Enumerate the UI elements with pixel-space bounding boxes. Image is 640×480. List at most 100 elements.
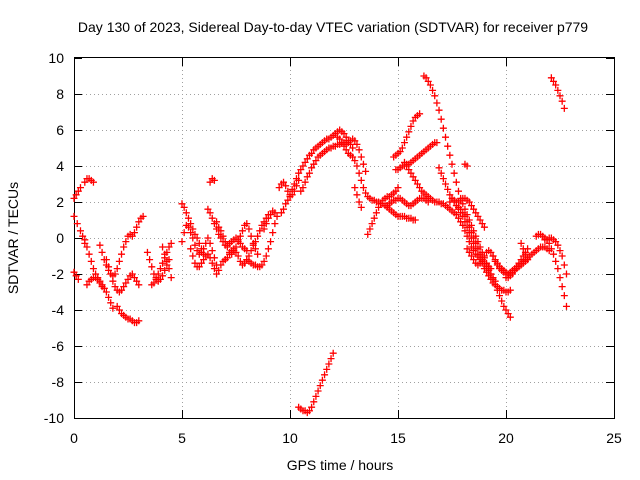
data-point xyxy=(554,86,562,94)
data-point xyxy=(260,225,268,233)
data-point xyxy=(452,211,460,219)
series-arc-20 xyxy=(243,220,279,271)
data-point xyxy=(362,189,370,197)
data-point xyxy=(251,238,259,246)
data-point xyxy=(236,232,244,240)
series-arc-04 xyxy=(81,175,97,186)
data-point xyxy=(204,205,212,213)
data-point xyxy=(500,302,508,310)
series-arc-35 xyxy=(420,72,514,321)
data-point xyxy=(558,252,566,260)
data-point xyxy=(446,191,454,199)
data-point xyxy=(299,162,307,170)
data-point xyxy=(491,277,499,285)
data-point xyxy=(394,184,402,192)
data-point xyxy=(524,256,532,264)
y-tick-label: -10 xyxy=(44,410,64,426)
y-tick-label: 2 xyxy=(56,194,64,210)
data-point xyxy=(467,252,475,260)
data-point xyxy=(288,185,296,193)
data-point xyxy=(359,184,367,192)
data-point xyxy=(353,191,361,199)
data-point xyxy=(118,250,126,258)
y-tick-label: 4 xyxy=(56,158,64,174)
x-tick-label: 5 xyxy=(178,430,186,446)
data-point xyxy=(122,238,130,246)
y-tick-label: -6 xyxy=(52,338,65,354)
data-point xyxy=(424,77,432,85)
grid-lines xyxy=(74,58,614,418)
data-point xyxy=(124,275,132,283)
data-point xyxy=(105,263,113,271)
data-point xyxy=(467,202,475,210)
data-point xyxy=(81,236,89,244)
data-point xyxy=(560,292,568,300)
data-point xyxy=(284,187,292,195)
series-arc-43 xyxy=(517,239,532,264)
data-point xyxy=(452,178,460,186)
y-tick-label: 6 xyxy=(56,122,64,138)
data-point xyxy=(435,106,443,114)
data-point xyxy=(292,175,300,183)
data-point xyxy=(312,157,320,165)
data-point xyxy=(400,139,408,147)
series-arc-19 xyxy=(221,211,272,269)
data-point xyxy=(191,241,199,249)
data-point xyxy=(254,250,262,258)
data-point xyxy=(325,360,333,368)
data-point xyxy=(303,173,311,181)
series-arc-32 xyxy=(390,110,424,161)
data-point xyxy=(143,248,151,256)
data-point xyxy=(439,124,447,132)
data-point xyxy=(405,128,413,136)
data-point xyxy=(461,212,469,220)
data-point xyxy=(465,248,473,256)
data-point xyxy=(133,223,141,231)
data-point xyxy=(305,169,313,177)
data-point xyxy=(554,265,562,273)
data-point xyxy=(351,137,359,145)
series-arc-01 xyxy=(70,184,84,202)
data-point xyxy=(195,239,203,247)
x-tick-label: 20 xyxy=(498,430,514,446)
data-point xyxy=(470,234,478,242)
series-arc-08 xyxy=(102,256,143,296)
data-point xyxy=(433,99,441,107)
data-point xyxy=(459,209,467,217)
data-point xyxy=(120,243,128,251)
data-point xyxy=(480,223,488,231)
data-point xyxy=(163,257,171,265)
plot-frame xyxy=(74,57,615,419)
data-point xyxy=(489,252,497,260)
data-point xyxy=(308,149,316,157)
data-point xyxy=(206,239,214,247)
data-point xyxy=(364,230,372,238)
data-point xyxy=(463,232,471,240)
data-point xyxy=(433,139,441,147)
data-point xyxy=(72,272,80,280)
data-point xyxy=(450,169,458,177)
data-point xyxy=(189,234,197,242)
data-point xyxy=(122,279,130,287)
data-point xyxy=(193,247,201,255)
data-point xyxy=(515,259,523,267)
data-point xyxy=(351,184,359,192)
data-point xyxy=(558,97,566,105)
data-point xyxy=(107,299,115,307)
data-point xyxy=(547,245,555,253)
data-point xyxy=(94,275,102,283)
data-point xyxy=(208,259,216,267)
data-point xyxy=(247,232,255,240)
series-arc-33 xyxy=(392,139,441,174)
data-point xyxy=(558,283,566,291)
data-point xyxy=(403,133,411,141)
data-point xyxy=(107,270,115,278)
data-point xyxy=(513,263,521,271)
data-point xyxy=(139,212,147,220)
data-point xyxy=(493,259,501,267)
data-point xyxy=(476,250,484,258)
data-point xyxy=(413,180,421,188)
data-point xyxy=(105,293,113,301)
series-arc-28 xyxy=(351,184,365,211)
data-point xyxy=(480,252,488,260)
